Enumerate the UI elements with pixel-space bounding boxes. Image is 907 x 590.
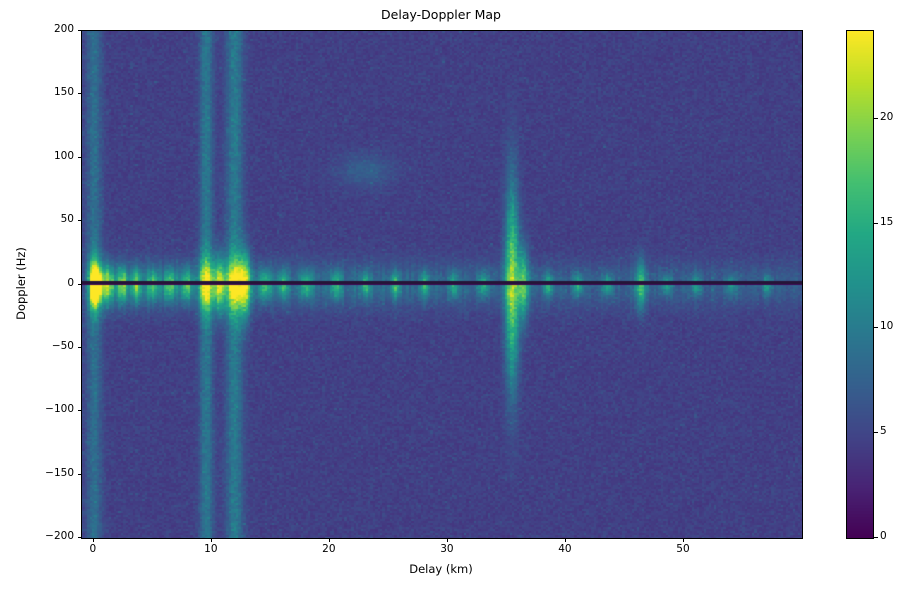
x-tick-label: 30: [440, 543, 454, 555]
delay-doppler-heatmap: [82, 31, 802, 538]
y-tick-label: 150: [53, 86, 74, 99]
y-axis-label: Doppler (Hz): [14, 247, 28, 320]
y-tick-label: −100: [45, 403, 74, 416]
colorbar-tick-mark: [874, 117, 878, 119]
x-tick-mark: [328, 538, 330, 542]
x-tick-label: 10: [204, 543, 218, 555]
y-tick-label: −200: [45, 530, 74, 542]
y-tick-mark: [77, 410, 81, 412]
colorbar-tick-label: 20: [880, 110, 894, 123]
y-tick-label: −150: [45, 466, 74, 479]
x-axis-label: Delay (km): [409, 562, 473, 576]
x-tick-mark: [446, 538, 448, 542]
y-tick-label: 100: [53, 149, 74, 162]
colorbar-tick-label: 5: [880, 425, 887, 438]
y-tick-mark: [77, 473, 81, 475]
x-tick-mark: [210, 538, 212, 542]
y-tick-mark: [77, 537, 81, 538]
colorbar-tick-mark: [874, 222, 878, 224]
x-tick-mark: [564, 538, 566, 542]
x-tick-label: 40: [558, 543, 572, 555]
colorbar-gradient: [847, 31, 873, 538]
x-tick-mark: [682, 538, 684, 542]
heatmap-plot-area[interactable]: [81, 30, 803, 539]
chart-title: Delay-Doppler Map: [381, 7, 501, 22]
y-tick-mark: [77, 93, 81, 95]
x-tick-mark: [92, 538, 94, 542]
colorbar-tick-mark: [874, 432, 878, 434]
colorbar-tick-label: 0: [880, 530, 887, 542]
y-tick-label: 0: [67, 276, 74, 289]
x-tick-label: 0: [89, 543, 97, 555]
colorbar-tick-mark: [874, 327, 878, 329]
y-tick-label: 200: [53, 23, 74, 35]
x-tick-label: 50: [676, 543, 690, 555]
y-tick-mark: [77, 30, 81, 31]
colorbar-tick-label: 10: [880, 320, 894, 333]
y-tick-label: 50: [60, 213, 74, 226]
colorbar[interactable]: [846, 30, 874, 539]
colorbar-tick-label: 15: [880, 215, 894, 228]
y-tick-mark: [77, 283, 81, 285]
y-tick-mark: [77, 156, 81, 158]
x-tick-label: 20: [322, 543, 336, 555]
y-tick-mark: [77, 346, 81, 348]
colorbar-tick-mark: [874, 537, 878, 538]
y-tick-label: −50: [51, 339, 74, 352]
y-tick-mark: [77, 220, 81, 222]
